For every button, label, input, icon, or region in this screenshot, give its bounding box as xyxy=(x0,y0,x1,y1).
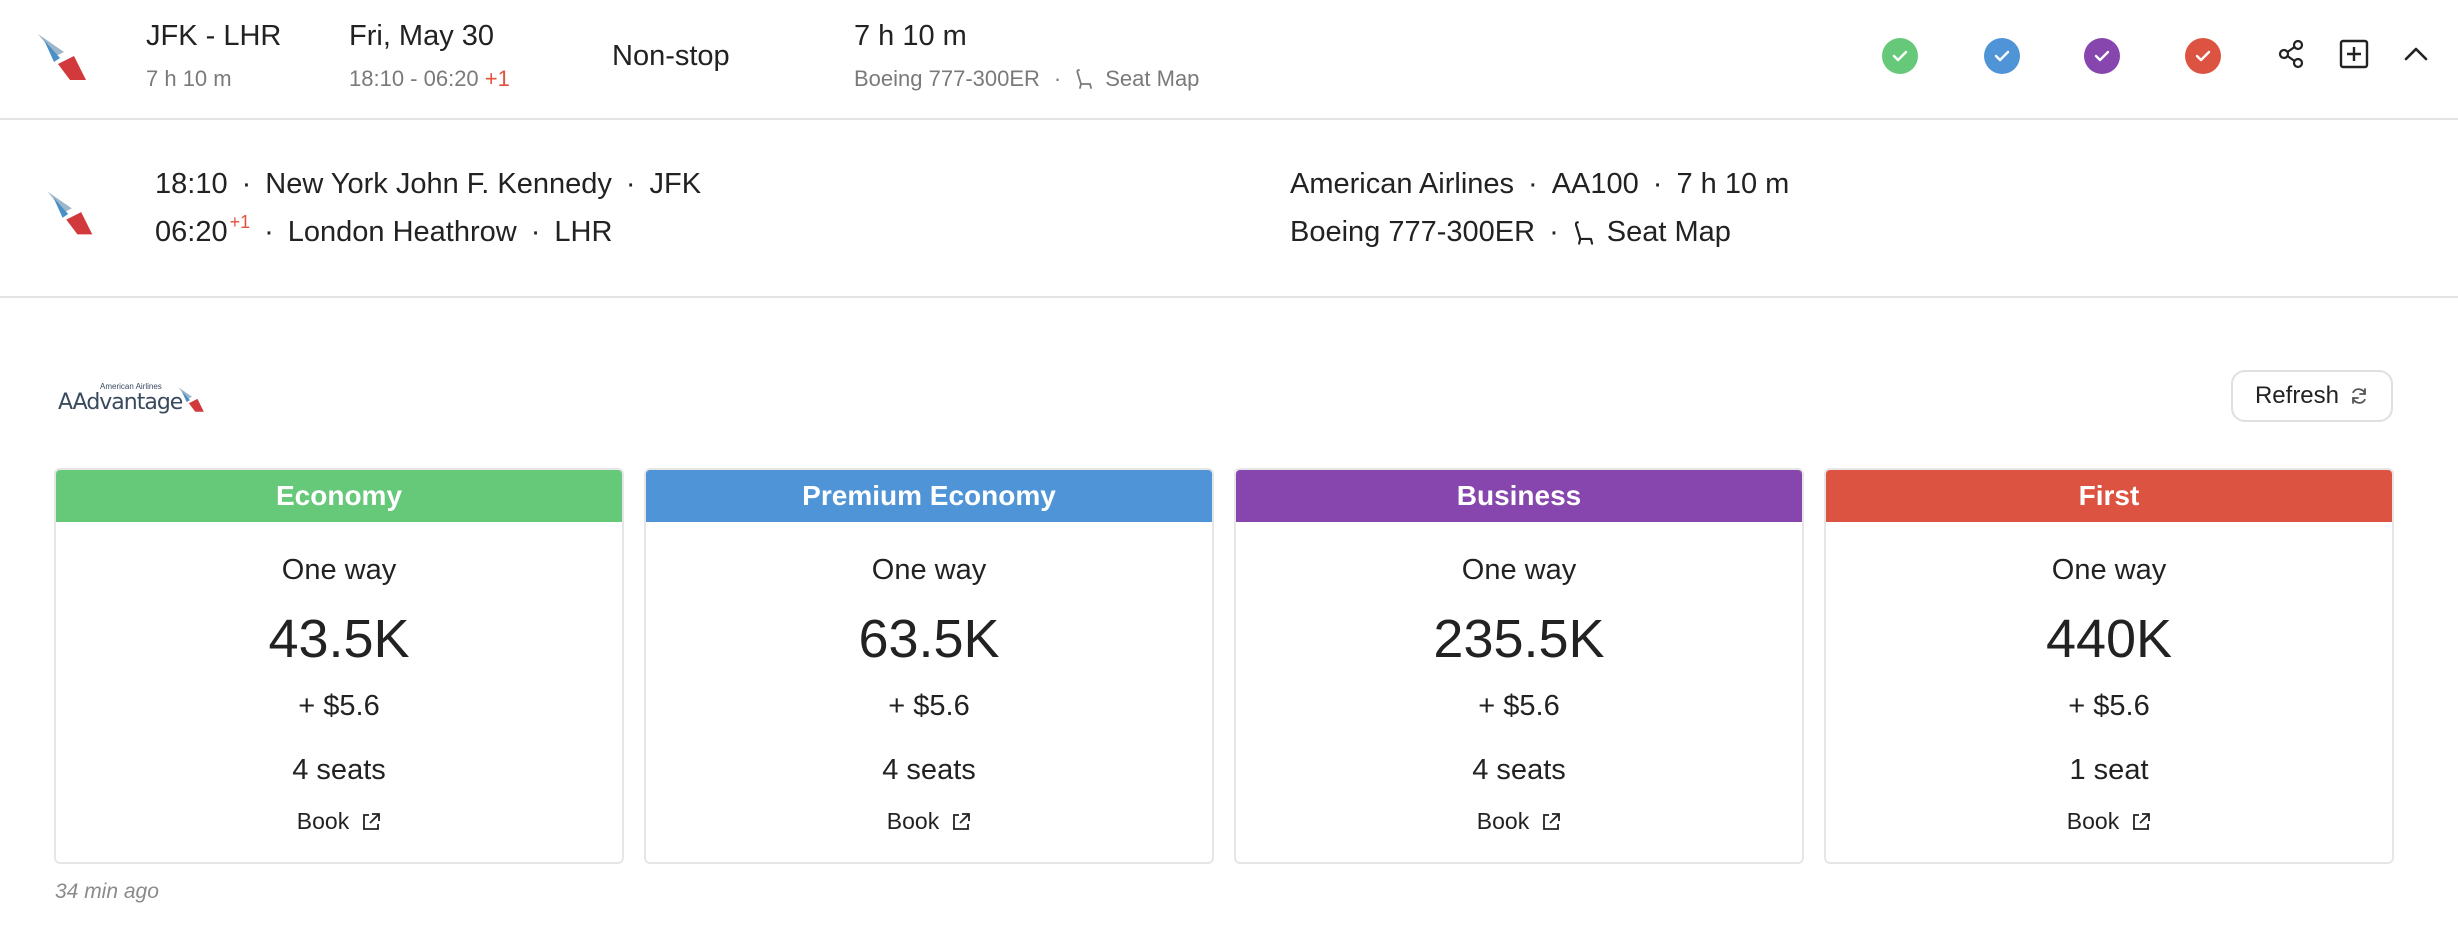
cabin-header: First xyxy=(1826,470,2392,522)
departure-code: JFK xyxy=(649,168,702,200)
seat-icon xyxy=(1076,69,1093,89)
route: JFK - LHR xyxy=(146,20,282,52)
separator: · xyxy=(625,168,636,200)
aadvantage-logo-text: AAdvantage xyxy=(58,390,183,415)
stops: Non-stop xyxy=(612,40,730,72)
airline-name: American Airlines xyxy=(1290,168,1515,200)
book-link[interactable]: Book xyxy=(56,808,622,835)
miles-price: 43.5K xyxy=(268,609,410,669)
aadvantage-logo-mark xyxy=(178,387,204,412)
external-link-icon xyxy=(1543,812,1561,830)
arrival-time: 06:20 xyxy=(155,216,228,248)
separator: · xyxy=(1053,66,1062,91)
arrival-code: LHR xyxy=(554,216,613,248)
trip-type: One way xyxy=(871,554,987,586)
miles-price: 440K xyxy=(2045,609,2173,669)
separator: · xyxy=(264,216,274,248)
miles-price: 63.5K xyxy=(858,609,1000,669)
taxes: + $5.6 xyxy=(2068,690,2150,722)
separator: · xyxy=(1652,168,1663,200)
business-available-icon xyxy=(2084,38,2120,74)
separator: · xyxy=(530,216,541,248)
cabin-card-economy: Economy One way 43.5K + $5.6 4 seats Boo… xyxy=(54,468,624,864)
separator: · xyxy=(241,168,252,200)
miles-price: 235.5K xyxy=(1433,609,1605,669)
arrival-line: 06:20 +1 · London Heathrow · LHR xyxy=(155,212,613,249)
seat-icon xyxy=(1574,220,1593,245)
aadvantage-logo: American Airlines AAdvantage xyxy=(58,382,208,418)
book-link[interactable]: Book xyxy=(646,808,1212,835)
airline-line: American Airlines · AA100 · 7 h 10 m xyxy=(1290,168,1789,201)
cabin-header: Business xyxy=(1236,470,1802,522)
cabin-card-premium-economy: Premium Economy One way 63.5K + $5.6 4 s… xyxy=(644,468,1214,864)
seat-map-link[interactable]: Seat Map xyxy=(1075,66,1199,92)
duration: 7 h 10 m xyxy=(854,20,967,52)
cabin-header: Economy xyxy=(56,470,622,522)
taxes: + $5.6 xyxy=(1478,690,1560,722)
book-link[interactable]: Book xyxy=(1826,808,2392,835)
arrival-airport: London Heathrow xyxy=(287,216,517,248)
seats-available: 1 seat xyxy=(2069,754,2149,786)
first-available-icon xyxy=(2185,38,2221,74)
book-label: Book xyxy=(886,808,940,834)
premium-economy-available-icon xyxy=(1984,38,2020,74)
book-label: Book xyxy=(296,808,350,834)
departure-airport: New York John F. Kennedy xyxy=(265,168,612,200)
refresh-icon xyxy=(2352,388,2366,404)
book-link[interactable]: Book xyxy=(1236,808,1802,835)
flight-number: AA100 xyxy=(1551,168,1639,200)
arrival-day-offset: +1 xyxy=(229,212,251,232)
cabin-card-first: First One way 440K + $5.6 1 seat Book xyxy=(1824,468,2394,864)
american-airlines-logo xyxy=(38,34,86,80)
external-link-icon xyxy=(363,812,381,830)
aircraft-info: Boeing 777-300ER · Seat Map xyxy=(854,66,1199,92)
seat-map-label: Seat Map xyxy=(1606,216,1731,248)
american-airlines-logo xyxy=(47,191,93,235)
times-text: 18:10 - 06:20 xyxy=(349,66,479,91)
refresh-button[interactable]: Refresh xyxy=(2231,370,2393,422)
refresh-label: Refresh xyxy=(2254,382,2340,409)
taxes: + $5.6 xyxy=(888,690,970,722)
external-link-icon xyxy=(2133,812,2151,830)
aircraft-name: Boeing 777-300ER xyxy=(854,66,1040,91)
separator: · xyxy=(1528,168,1538,200)
economy-available-icon xyxy=(1882,38,1918,74)
segment-seat-map-link[interactable]: Seat Map xyxy=(1573,216,1731,249)
duration-short: 7 h 10 m xyxy=(146,66,232,91)
day-offset: +1 xyxy=(484,66,510,91)
flight-date: Fri, May 30 xyxy=(349,20,495,52)
seat-map-label: Seat Map xyxy=(1105,66,1200,91)
seats-available: 4 seats xyxy=(292,754,386,786)
separator: · xyxy=(1549,216,1559,248)
seats-available: 4 seats xyxy=(882,754,976,786)
share-icon[interactable] xyxy=(2273,36,2309,72)
trip-type: One way xyxy=(2051,554,2167,586)
external-link-icon xyxy=(953,812,971,830)
last-updated: 34 min ago xyxy=(55,880,159,903)
segment-aircraft: Boeing 777-300ER xyxy=(1290,216,1536,248)
flight-segment: 18:10 · New York John F. Kennedy · JFK 0… xyxy=(0,120,2458,298)
add-icon[interactable] xyxy=(2336,36,2372,72)
aadvantage-logo-small: American Airlines xyxy=(100,382,162,391)
trip-type: One way xyxy=(1461,554,1577,586)
segment-duration: 7 h 10 m xyxy=(1676,168,1790,200)
seats-available: 4 seats xyxy=(1472,754,1566,786)
aircraft-line: Boeing 777-300ER · Seat Map xyxy=(1290,216,1731,249)
book-label: Book xyxy=(2066,808,2120,834)
book-label: Book xyxy=(1476,808,1530,834)
flight-times: 18:10 - 06:20 +1 xyxy=(349,66,510,92)
cabin-card-business: Business One way 235.5K + $5.6 4 seats B… xyxy=(1234,468,1804,864)
departure-time: 18:10 xyxy=(155,168,228,200)
departure-line: 18:10 · New York John F. Kennedy · JFK xyxy=(155,168,701,201)
flight-summary-row[interactable]: JFK - LHR 7 h 10 m Fri, May 30 18:10 - 0… xyxy=(0,0,2458,120)
chevron-up-icon[interactable] xyxy=(2398,36,2434,72)
cabin-header: Premium Economy xyxy=(646,470,1212,522)
trip-type: One way xyxy=(281,554,397,586)
taxes: + $5.6 xyxy=(298,690,380,722)
